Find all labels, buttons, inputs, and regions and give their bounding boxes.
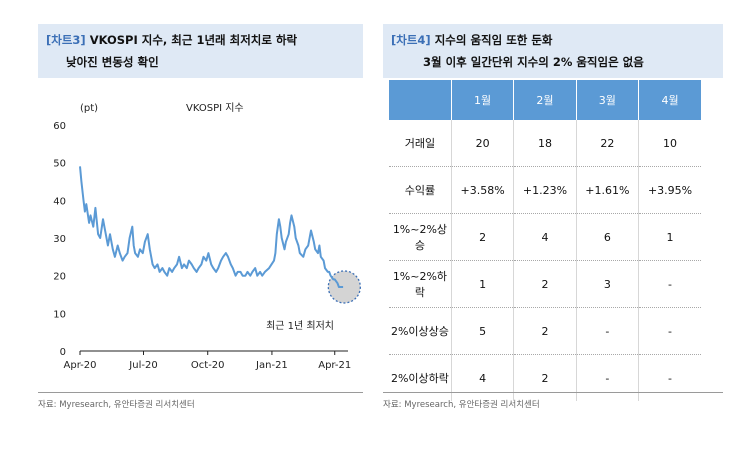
chart3-subtitle: 낮아진 변동성 확인 [66, 55, 159, 69]
table-body: 거래일 20 18 22 10 수익률 +3.58% +1.23% +1.61% +3.95% 1%… [389, 120, 701, 401]
table-row-label: 거래일 [389, 120, 452, 167]
table-cell: 6 [576, 213, 640, 261]
table-cell: 20 [451, 120, 515, 167]
table-header-row: 1월 2월 3월 4월 [389, 80, 701, 120]
y-tick-label: 50 [53, 159, 66, 170]
table-cell: +3.95% [638, 166, 701, 214]
x-tick-label: Apr-20 [64, 360, 97, 371]
table-row-label: 2%이상상승 [389, 307, 452, 355]
table-cell: 10 [638, 120, 701, 167]
x-tick-label: Jan-21 [255, 360, 288, 371]
table-cell: - [576, 307, 640, 355]
y-tick-label: 10 [53, 309, 66, 320]
chart3-tag: [차트3] [46, 33, 86, 47]
table-row-label: 1%~2%하락 [389, 260, 452, 308]
table-cell: 3 [576, 260, 640, 308]
y-axis: 0 10 20 30 40 50 60 [53, 121, 66, 358]
chart4-title: 지수의 움직임 또한 둔화 [434, 33, 553, 47]
recent-low-highlight-circle [327, 270, 361, 304]
table-cell: 4 [451, 354, 515, 401]
table-cell: 1 [638, 213, 701, 261]
table-cell: +3.58% [451, 166, 515, 214]
table-row: 수익률 +3.58% +1.23% +1.61% +3.95% [389, 166, 701, 214]
y-axis-unit-label: (pt) [80, 103, 98, 114]
table-cell: 1 [451, 260, 515, 308]
table-row: 2%이상상승 5 2- - [389, 307, 701, 355]
x-tick-label: Apr-21 [318, 360, 351, 371]
table-header-cell: 1월 [451, 80, 515, 120]
table-header-corner [389, 80, 452, 120]
y-tick-label: 60 [53, 121, 66, 132]
table-cell: - [638, 260, 701, 308]
x-tick-label: Oct-20 [191, 360, 225, 371]
y-tick-label: 20 [53, 272, 66, 283]
table-cell: 2 [513, 260, 577, 308]
table-row: 1%~2%상승 2 4 6 1 [389, 213, 701, 261]
chart4-subtitle: 3월 이후 일간단위 지수의 2% 움직임은 없음 [423, 55, 644, 69]
table-header-cell: 2월 [513, 80, 577, 120]
table-cell: 18 [513, 120, 577, 167]
table-row-label: 수익률 [389, 166, 452, 214]
table-cell: +1.23% [513, 166, 577, 214]
table-cell: - [668, 371, 673, 385]
table-cell: 2 [513, 354, 577, 401]
table-cell: 22 [576, 120, 640, 167]
table-cell: - [638, 307, 701, 355]
chart4-source: 자료: Myresearch, 유안타증권 리서치센터 [383, 400, 540, 410]
x-tick-label: Jul-20 [128, 360, 157, 371]
table-header-cell: 4월 [638, 80, 701, 120]
chart3-header: [차트3] VKOSPI 지수, 최근 1년래 최저치로 하락 낮아진 변동성 … [38, 24, 363, 78]
table-cell: 2 [451, 213, 515, 261]
table-row-label: 1%~2%상승 [389, 213, 452, 261]
table-row-label: 2%이상하락 [389, 354, 452, 401]
table-header-cell: 3월 [576, 80, 640, 120]
chart4-footer-line [383, 392, 723, 393]
chart4-header: [차트4] 지수의 움직임 또한 둔화 3월 이후 일간단위 지수의 2% 움직… [383, 24, 723, 78]
vkospi-line-chart: (pt) VKOSPI 지수 0 10 20 30 40 50 60 Apr-20 Jul-2… [53, 102, 361, 371]
y-tick-label: 0 [60, 347, 66, 358]
index-movement-table: 1월 2월 3월 4월 거래일 20 18 22 10 수익률 +3.58% +1.23% +1.61… [389, 80, 701, 401]
table-row: 1%~2%하락 1 2 3- [389, 260, 701, 308]
chart-title: VKOSPI 지수 [186, 102, 244, 114]
table-row: 거래일 20 18 22 10 [389, 120, 701, 167]
table-cell: 5 [451, 307, 515, 355]
table-cell: 4 [513, 213, 577, 261]
chart3-title: VKOSPI 지수, 최근 1년래 최저치로 하락 [89, 33, 298, 47]
chart3-title-line1: [차트3] VKOSPI 지수, 최근 1년래 최저치로 하락 [46, 32, 297, 48]
recent-low-annotation: 최근 1년 최저치 [266, 320, 334, 332]
y-tick-label: 30 [53, 234, 66, 245]
vkospi-series-line [79, 166, 344, 288]
table-cell: 2 [513, 307, 577, 355]
table-row: 2%이상하락 4 2- - [389, 354, 701, 401]
chart3-footer-line [38, 392, 363, 393]
x-axis: Apr-20 Jul-20 Oct-20 Jan-21 Apr-21 [64, 351, 351, 371]
table-cell: +1.61% [576, 166, 640, 214]
chart3-source: 자료: Myresearch, 유안타증권 리서치센터 [38, 400, 195, 410]
chart4-title-line1: [차트4] 지수의 움직임 또한 둔화 [391, 32, 553, 48]
y-tick-label: 40 [53, 196, 66, 207]
table-cell: - [576, 354, 640, 401]
chart4-tag: [차트4] [391, 33, 431, 47]
